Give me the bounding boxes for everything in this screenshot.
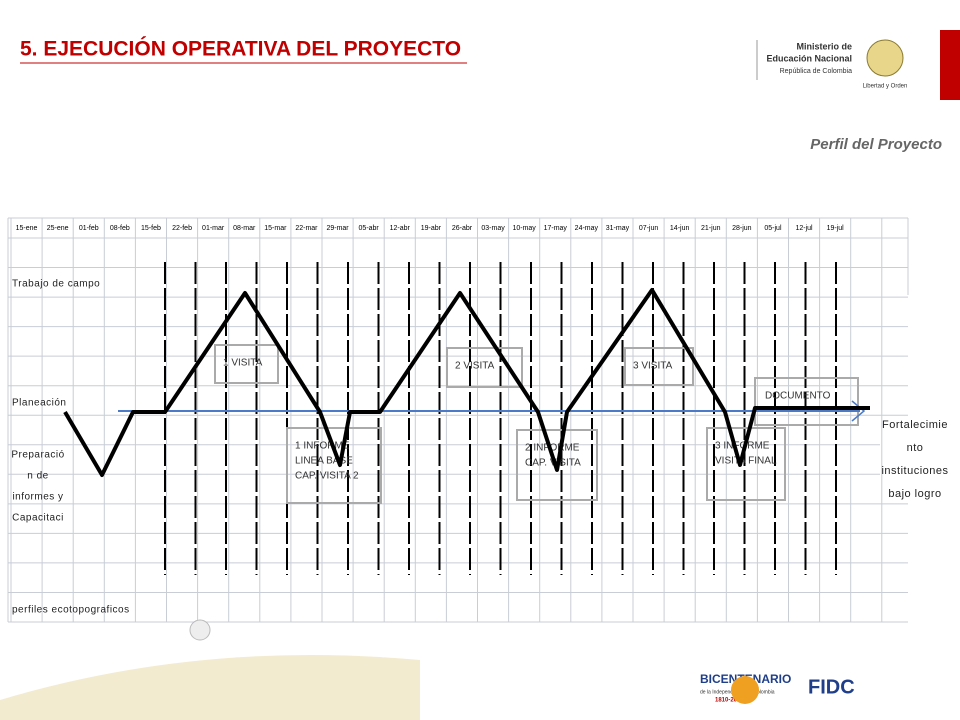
title: 5. EJECUCIÓN OPERATIVA DEL PROYECTO	[20, 37, 461, 61]
progress-line	[63, 288, 870, 477]
date-label: 29-mar	[326, 225, 349, 232]
decor-figure	[189, 619, 211, 641]
activity-box	[624, 347, 694, 386]
footer-logo: FIDC	[808, 676, 855, 698]
date-label: 01-mar	[202, 225, 225, 232]
activity-label: 3 INFORME	[715, 441, 770, 452]
date-label: 12-jul	[795, 225, 813, 232]
row-label: Planeación	[12, 398, 66, 409]
row-label: Trabajo de campo	[12, 279, 100, 290]
logo-text: Ministerio de	[796, 41, 852, 51]
activity-label: VISITA FINAL	[715, 456, 777, 467]
row-label: Capacitaci	[12, 513, 64, 524]
date-label: 05-abr	[359, 225, 380, 232]
row-label: informes y	[12, 492, 63, 503]
goal-label: nto	[907, 442, 924, 454]
activity-box	[446, 347, 523, 388]
activity-label: CAP. VISITA 2	[295, 471, 359, 482]
date-label: 08-feb	[110, 225, 130, 232]
date-label: 10-may	[512, 225, 536, 232]
decor-page	[0, 655, 420, 720]
date-label: 07-jun	[639, 225, 659, 232]
logo-motto: Libertad y Orden	[863, 84, 908, 90]
date-label: 15-feb	[141, 225, 161, 232]
date-label: 21-jun	[701, 225, 721, 232]
row-label: n de	[27, 471, 48, 482]
activity-box	[754, 377, 859, 426]
date-label: 24-may	[575, 225, 599, 232]
activity-label: 3 VISITA	[633, 361, 673, 372]
activity-box	[286, 427, 382, 504]
date-label: 19-abr	[421, 225, 442, 232]
logo-text: Educación Nacional	[766, 53, 852, 63]
activity-label: 2 VISITA	[455, 361, 495, 372]
schedule: 15-ene 25-ene 01-feb 08-feb 15-feb 22-feb 01-m…	[0, 225, 948, 720]
date-label: 31-may	[606, 225, 630, 232]
date-label: 15-ene	[16, 225, 38, 232]
activity-box	[706, 427, 786, 501]
schedule-grid	[7, 217, 909, 623]
date-label: 17-may	[544, 225, 568, 232]
activity-label: DOCUMENTO	[765, 391, 831, 402]
logo-text: República de Colombia	[780, 68, 852, 75]
footer-emblem	[731, 676, 759, 704]
activity-label: 1 INFORME	[295, 441, 350, 452]
activity-box	[516, 429, 598, 501]
date-label: 19-jul	[827, 225, 845, 232]
activity-label: LINEA BASE	[295, 456, 353, 467]
date-label: 12-abr	[390, 225, 411, 232]
date-label: 03-may	[481, 225, 505, 232]
date-label: 22-mar	[295, 225, 318, 232]
activity-box	[214, 344, 279, 384]
row-label: perfiles ecotopograficos	[12, 605, 130, 616]
date-label: 25-ene	[47, 225, 69, 232]
subtitle: Perfil del Proyecto	[810, 136, 942, 153]
goal-label: Fortalecimie	[882, 419, 948, 431]
goal-label: instituciones	[881, 465, 948, 477]
coat-of-arms	[866, 39, 904, 77]
arrow-head	[851, 400, 866, 422]
activity-label: 1 VISITA	[223, 358, 263, 369]
activity-label: 2 INFORME	[525, 443, 580, 454]
date-label: 01-feb	[79, 225, 99, 232]
date-label: 08-mar	[233, 225, 256, 232]
date-label: 14-jun	[670, 225, 690, 232]
date-label: 22-feb	[172, 225, 192, 232]
date-label: 28-jun	[732, 225, 752, 232]
footer-logo: 1810-2010	[715, 698, 744, 704]
goal-label: bajo logro	[888, 488, 941, 500]
date-label: 26-abr	[452, 225, 473, 232]
date-label: 15-mar	[264, 225, 287, 232]
date-label: 05-jul	[764, 225, 782, 232]
row-label: Preparació	[11, 450, 64, 461]
red-tab	[940, 30, 960, 100]
